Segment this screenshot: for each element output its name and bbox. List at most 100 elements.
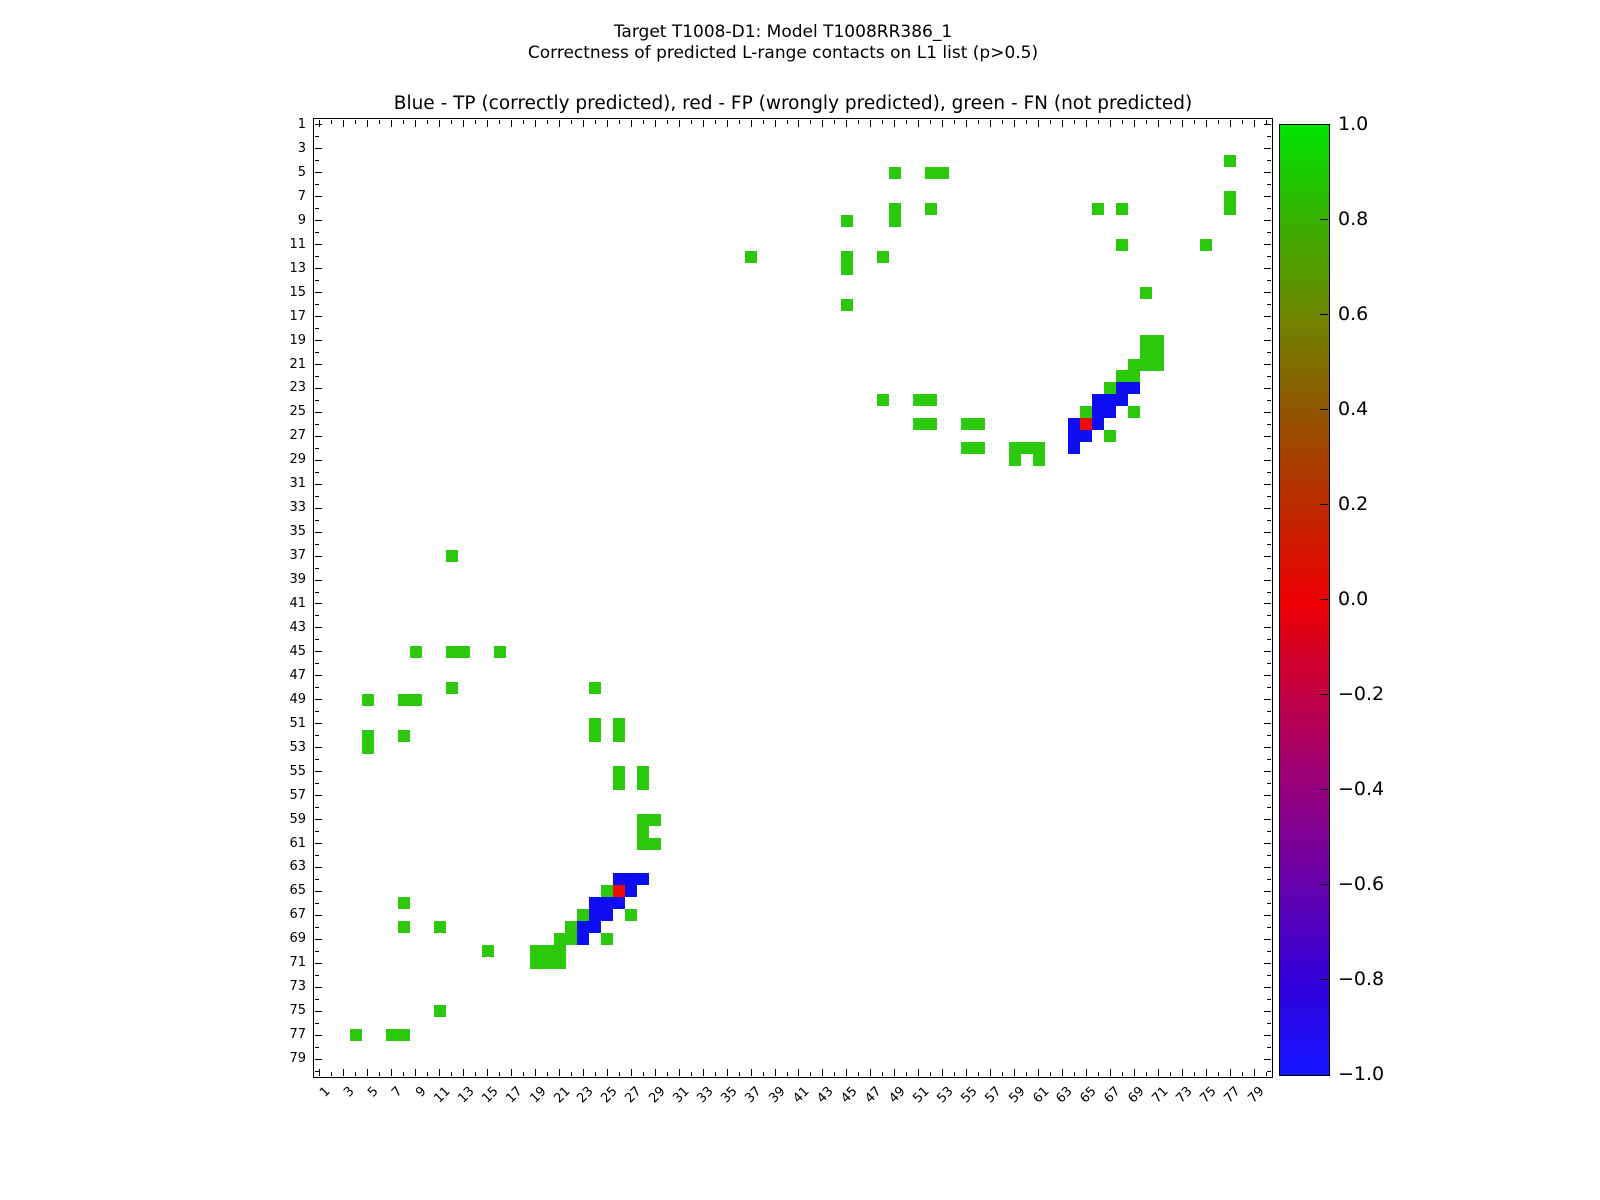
axis-tick <box>1264 124 1271 126</box>
plot-title: Blue - TP (correctly predicted), red - F… <box>393 93 1193 114</box>
axis-tick <box>582 120 584 127</box>
contact-cell-fp <box>613 885 626 898</box>
axis-tick <box>1264 387 1271 389</box>
axis-tick <box>1264 1058 1271 1060</box>
axis-tick <box>547 1072 548 1076</box>
axis-tick <box>315 423 319 425</box>
axis-tick <box>535 1069 537 1076</box>
contact-cell-tp <box>1068 430 1081 443</box>
colorbar-tick-label: −0.6 <box>1338 873 1385 895</box>
contact-cell-fn <box>409 645 422 658</box>
axis-tick <box>315 723 322 725</box>
contact-cell-fn <box>972 442 985 455</box>
axis-tick <box>315 232 319 234</box>
contact-cell-tp <box>613 897 626 910</box>
contact-cell-fn <box>1128 406 1141 419</box>
axis-tick <box>1267 136 1271 138</box>
colorbar-tick-label: 0.6 <box>1338 303 1369 325</box>
contact-cell-fn <box>1008 442 1021 455</box>
axis-tick <box>1157 1069 1159 1076</box>
contact-cell-fn <box>397 1029 410 1042</box>
contact-cell-fn <box>589 717 602 730</box>
axis-tick <box>702 120 704 127</box>
contact-cell-fn <box>637 837 650 850</box>
contact-cell-tp <box>1116 394 1129 407</box>
axis-tick <box>1264 1010 1271 1012</box>
axis-tick <box>738 120 740 124</box>
contact-cell-tp <box>625 885 638 898</box>
axis-tick <box>511 1069 513 1076</box>
contact-cell-fn <box>1140 334 1153 347</box>
axis-tick <box>315 1022 319 1024</box>
axis-tick <box>750 1069 752 1076</box>
axis-tick <box>1267 519 1271 521</box>
contact-cell-fn <box>1140 346 1153 359</box>
contact-cell-fn <box>637 765 650 778</box>
axis-tick <box>1049 120 1051 124</box>
axis-tick <box>1267 878 1271 880</box>
contact-cell-fn <box>397 897 410 910</box>
axis-tick <box>367 1069 369 1076</box>
axis-tick <box>1267 926 1271 928</box>
axis-tick <box>798 1069 800 1076</box>
y-axis-tick-label: 17 <box>289 308 306 324</box>
y-axis-tick-label: 43 <box>289 619 306 635</box>
contact-cell-fn <box>888 214 901 227</box>
y-axis-tick-label: 11 <box>289 236 306 252</box>
axis-tick <box>1049 1072 1051 1076</box>
axis-tick <box>315 914 322 916</box>
contact-cell-tp <box>1068 442 1081 455</box>
axis-tick <box>1264 579 1271 581</box>
axis-tick <box>315 543 319 545</box>
axis-tick <box>1133 1069 1135 1076</box>
contact-cell-fn <box>589 681 602 694</box>
axis-tick <box>315 399 319 401</box>
contact-cell-fn <box>445 645 458 658</box>
contact-cell-fn <box>361 741 374 754</box>
axis-tick <box>1264 292 1271 294</box>
contact-cell-fn <box>1140 358 1153 371</box>
axis-tick <box>1267 184 1271 186</box>
axis-tick <box>535 120 537 127</box>
axis-tick <box>315 890 322 892</box>
axis-tick <box>451 1072 453 1076</box>
axis-tick <box>1002 1072 1004 1076</box>
axis-tick <box>774 1069 776 1076</box>
axis-tick <box>666 1072 668 1076</box>
axis-tick <box>415 1069 417 1076</box>
axis-tick <box>1026 1072 1027 1076</box>
axis-tick <box>954 120 956 124</box>
axis-tick <box>1181 120 1183 127</box>
axis-tick <box>1264 220 1271 222</box>
axis-tick <box>738 1072 740 1076</box>
y-axis-tick-label: 5 <box>297 164 306 180</box>
y-axis-tick-label: 53 <box>289 739 306 755</box>
contact-cell-tp <box>577 921 590 934</box>
contact-cell-fn <box>972 418 985 431</box>
axis-tick <box>1264 435 1271 437</box>
axis-tick <box>942 1069 944 1076</box>
axis-tick <box>315 519 319 521</box>
axis-tick <box>1073 1072 1075 1076</box>
axis-tick <box>315 795 322 797</box>
y-axis-tick-label: 51 <box>289 715 306 731</box>
y-axis-tick-label: 55 <box>289 763 306 779</box>
axis-tick <box>315 1046 319 1048</box>
axis-tick <box>1264 842 1271 844</box>
axis-tick <box>1267 854 1271 856</box>
contact-cell-fn <box>924 166 937 179</box>
axis-tick <box>1157 120 1159 127</box>
axis-tick <box>822 1069 824 1076</box>
contact-cell-fn <box>1152 334 1165 347</box>
contact-cell-fn <box>397 729 410 742</box>
axis-tick <box>315 340 322 342</box>
axis-tick <box>475 120 477 124</box>
axis-tick <box>1267 1022 1271 1024</box>
contact-cell-fn <box>541 945 554 958</box>
axis-tick <box>487 1069 489 1076</box>
axis-tick <box>315 136 319 138</box>
axis-tick <box>315 495 319 497</box>
axis-tick <box>1264 699 1271 701</box>
contact-cell-fn <box>1128 358 1141 371</box>
